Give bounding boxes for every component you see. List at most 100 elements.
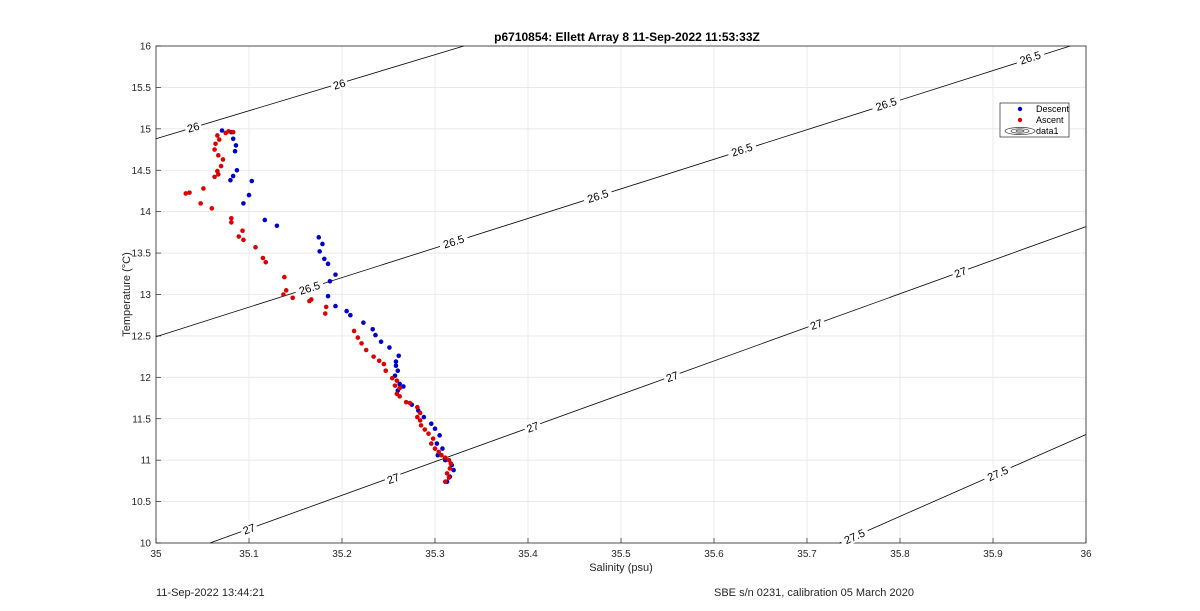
ascent-point bbox=[426, 431, 431, 436]
sigma-contour-label: 27.5 bbox=[981, 461, 1014, 485]
sigma-contour-label: 27 bbox=[522, 417, 543, 436]
contour-label-background bbox=[437, 230, 470, 252]
ascent-point bbox=[417, 418, 423, 423]
ascent-point bbox=[422, 427, 428, 432]
ascent-point bbox=[407, 400, 413, 406]
ascent-point bbox=[442, 479, 448, 485]
ascent-point bbox=[418, 423, 424, 428]
sigma-contour-label: 26 bbox=[329, 75, 349, 93]
footer-timestamp: 11-Sep-2022 13:44:21 bbox=[156, 587, 265, 599]
contour-label-text: 27 bbox=[386, 472, 402, 487]
descent-point bbox=[325, 261, 331, 267]
ascent-point bbox=[236, 234, 242, 239]
sigma-contour-label: 26.5 bbox=[581, 184, 614, 207]
x-tick-label: 35.5 bbox=[611, 549, 631, 560]
contour-label-text: 27.5 bbox=[843, 527, 867, 547]
contour-label-background bbox=[293, 276, 325, 298]
descent-point bbox=[393, 359, 399, 364]
ascent-point bbox=[216, 137, 222, 142]
descent-point bbox=[320, 241, 325, 247]
ascent-point bbox=[260, 255, 266, 261]
ascent-point bbox=[447, 466, 453, 471]
ascent-point bbox=[394, 378, 400, 383]
contour-label-text: 26.5 bbox=[874, 96, 898, 114]
ascent-point bbox=[446, 475, 452, 480]
contour-label-text: 27.5 bbox=[986, 465, 1010, 485]
ascent-point bbox=[201, 186, 206, 191]
ascent-point bbox=[212, 174, 217, 180]
x-axis-ticks: 35 35.1 35.2 35.3 35.4 35.5 35.6 35.7 35.8 35.9 36 bbox=[150, 538, 1092, 560]
descent-point bbox=[397, 381, 402, 387]
ascent-point bbox=[281, 292, 286, 297]
descent-point bbox=[249, 178, 255, 184]
ascent-point bbox=[383, 368, 389, 374]
sigma-contour-label: 26.5 bbox=[870, 92, 902, 115]
ascent-point bbox=[428, 441, 434, 446]
contour-label-background bbox=[183, 118, 203, 136]
descent-point bbox=[370, 326, 375, 332]
y-tick-label: 15 bbox=[140, 124, 152, 135]
ascent-point bbox=[363, 347, 369, 353]
legend-descent-label: Descent bbox=[1036, 104, 1070, 114]
x-tick-label: 35 bbox=[150, 549, 162, 560]
contour-label-background bbox=[838, 524, 871, 548]
contour-label-text: 26.5 bbox=[586, 188, 610, 206]
ascent-point bbox=[226, 129, 231, 134]
y-axis-label: Temperature (°C) bbox=[121, 252, 133, 336]
descent-point bbox=[234, 167, 240, 173]
contour-label-text: 26.5 bbox=[730, 142, 754, 160]
contour-label-background bbox=[581, 184, 614, 207]
sigma-contour-label: 27 bbox=[238, 519, 259, 538]
contour-label-background bbox=[806, 314, 827, 333]
ascent-point bbox=[216, 153, 221, 158]
contour-label-text: 27 bbox=[809, 318, 825, 333]
descent-point bbox=[344, 308, 349, 314]
ascent-point bbox=[309, 297, 314, 302]
ascent-point bbox=[263, 259, 269, 265]
contour-label-background bbox=[870, 92, 902, 115]
descent-point bbox=[322, 256, 327, 262]
y-tick-label: 16 bbox=[140, 42, 152, 53]
ascent-point bbox=[403, 399, 409, 405]
ascent-point bbox=[323, 304, 329, 310]
ascent-point bbox=[216, 172, 221, 177]
ascent-point bbox=[283, 288, 289, 293]
descent-point bbox=[327, 278, 333, 284]
sigma-contour-label: 27 bbox=[806, 314, 827, 333]
ascent-point bbox=[240, 228, 245, 234]
contour-label-background bbox=[726, 138, 758, 160]
x-tick-label: 35.6 bbox=[704, 549, 724, 560]
y-tick-label: 14 bbox=[140, 207, 152, 218]
chart-title: p6710854: Ellett Array 8 11-Sep-2022 11:… bbox=[494, 30, 760, 44]
descent-point bbox=[232, 148, 238, 154]
y-tick-label: 10.5 bbox=[132, 497, 152, 508]
legend: Descent Ascent data1 bbox=[999, 102, 1070, 138]
legend-descent-marker bbox=[1017, 106, 1023, 112]
ascent-point bbox=[351, 328, 357, 334]
legend-ascent-marker bbox=[1017, 117, 1023, 123]
descent-point bbox=[396, 353, 402, 359]
descent-point bbox=[393, 363, 399, 369]
sigma-contour-line bbox=[155, 45, 1071, 338]
ascent-point bbox=[230, 129, 236, 135]
ascent-point bbox=[355, 335, 361, 340]
contour-label-background bbox=[383, 469, 403, 487]
contour-label-background bbox=[238, 519, 259, 538]
ascent-point bbox=[436, 449, 442, 455]
ascent-point bbox=[187, 190, 192, 195]
sigma-contour-label: 26.5 bbox=[293, 276, 325, 298]
contour-label-background bbox=[662, 367, 682, 385]
ascent-point bbox=[444, 471, 450, 476]
descent-point bbox=[246, 192, 252, 198]
y-tick-label: 13 bbox=[140, 290, 152, 301]
descent-point bbox=[228, 177, 233, 183]
x-tick-label: 35.3 bbox=[425, 549, 445, 560]
ascent-point bbox=[417, 410, 423, 416]
ascent-point bbox=[213, 141, 218, 147]
ascent-point bbox=[448, 461, 454, 466]
ascent-point bbox=[241, 237, 246, 243]
sigma-contour-label: 26.5 bbox=[1014, 46, 1046, 68]
descent-point bbox=[395, 368, 401, 374]
descent-point bbox=[451, 467, 456, 473]
